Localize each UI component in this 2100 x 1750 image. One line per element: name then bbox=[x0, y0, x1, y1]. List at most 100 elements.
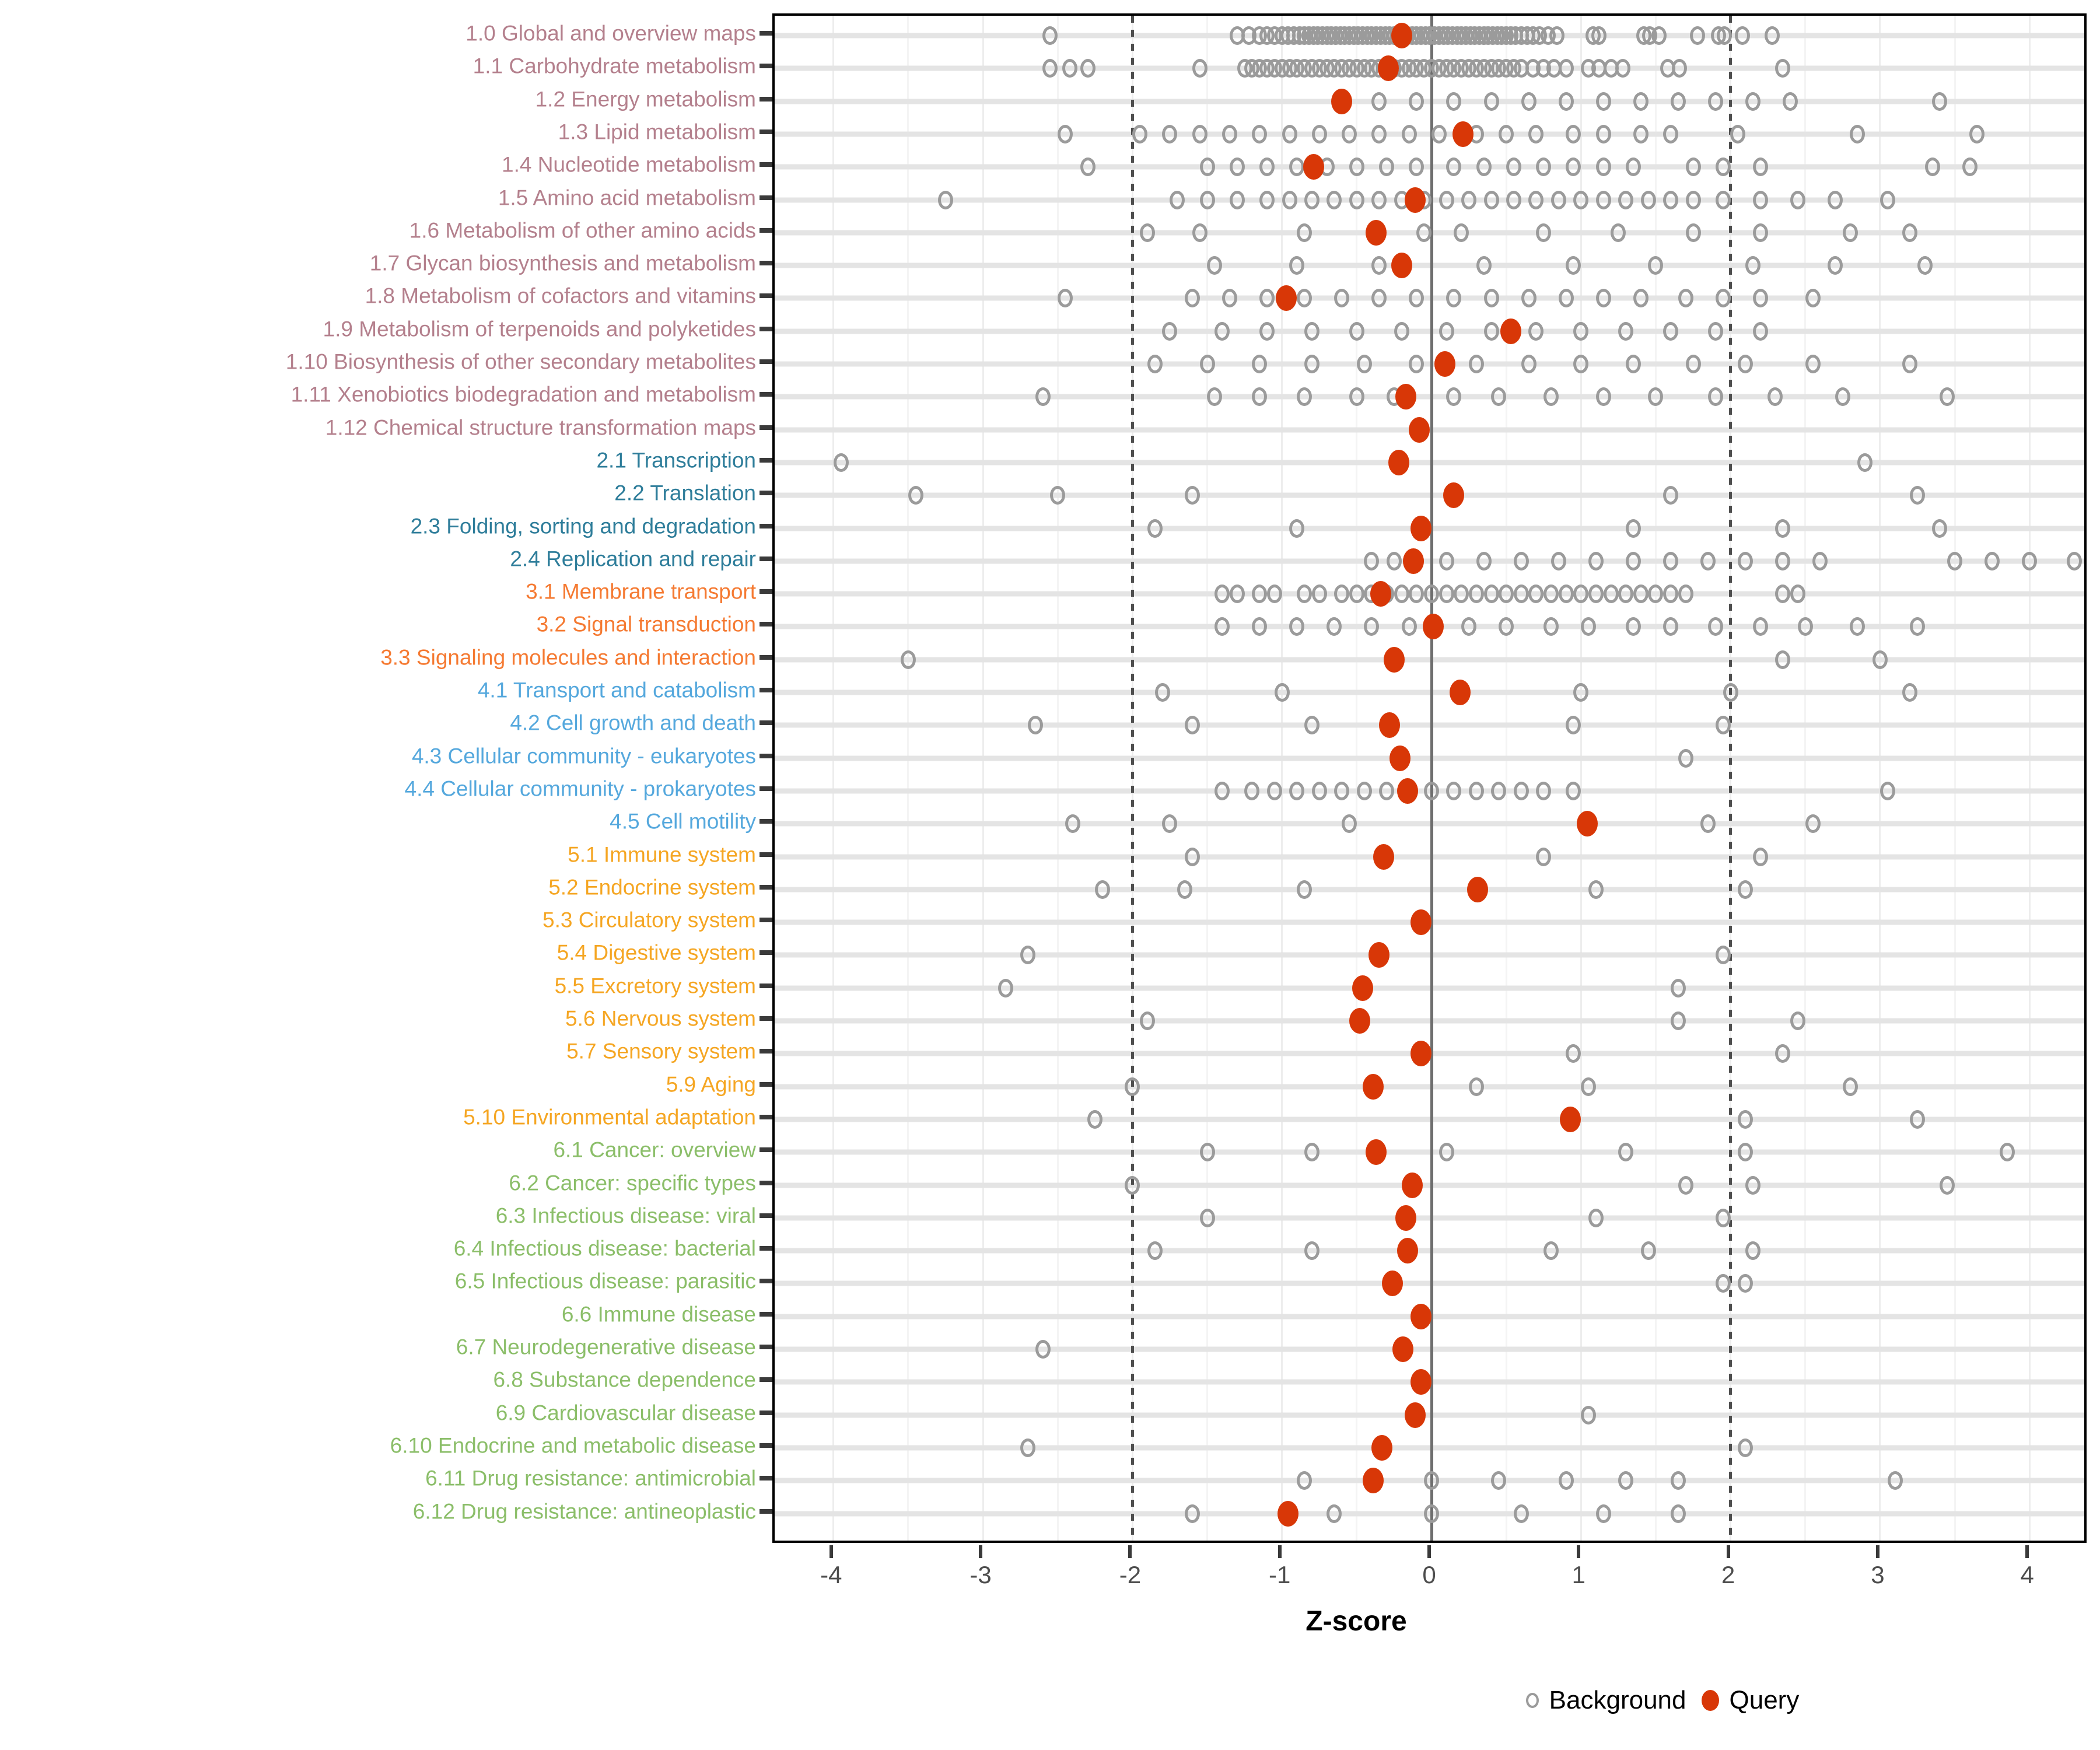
query-point[interactable] bbox=[1382, 1270, 1404, 1297]
y-axis-tick bbox=[760, 884, 772, 890]
query-point[interactable] bbox=[1368, 942, 1390, 968]
background-point bbox=[1633, 289, 1648, 308]
query-point[interactable] bbox=[1410, 1369, 1432, 1395]
x-axis-tick bbox=[2025, 1545, 2029, 1558]
query-point[interactable] bbox=[1560, 1106, 1581, 1132]
query-point[interactable] bbox=[1390, 745, 1411, 771]
y-axis-label: 2.4 Replication and repair bbox=[510, 547, 756, 571]
row-gridline bbox=[775, 295, 2084, 301]
y-axis-tick bbox=[760, 1279, 772, 1284]
query-point[interactable] bbox=[1395, 384, 1417, 410]
query-point[interactable] bbox=[1422, 614, 1444, 640]
background-point bbox=[1685, 158, 1701, 177]
query-point[interactable] bbox=[1410, 515, 1432, 541]
query-point[interactable] bbox=[1371, 1434, 1393, 1461]
row-gridline bbox=[775, 558, 2084, 564]
query-point[interactable] bbox=[1366, 1139, 1387, 1166]
query-point[interactable] bbox=[1391, 253, 1412, 279]
query-point[interactable] bbox=[1383, 646, 1405, 673]
background-point bbox=[1342, 124, 1357, 144]
query-point[interactable] bbox=[1396, 1238, 1418, 1264]
y-axis-label: 5.3 Circulatory system bbox=[542, 908, 756, 932]
y-axis-label: 6.11 Drug resistance: antimicrobial bbox=[425, 1466, 756, 1490]
query-point[interactable] bbox=[1409, 416, 1430, 443]
background-point bbox=[1663, 124, 1679, 144]
query-point[interactable] bbox=[1467, 876, 1489, 902]
query-point[interactable] bbox=[1277, 1500, 1298, 1527]
y-axis-label: 5.6 Nervous system bbox=[565, 1006, 756, 1031]
y-axis-label: 5.2 Endocrine system bbox=[548, 875, 756, 900]
background-point bbox=[1394, 321, 1409, 341]
query-point[interactable] bbox=[1410, 1303, 1432, 1329]
background-point bbox=[1707, 387, 1723, 407]
query-point[interactable] bbox=[1410, 909, 1432, 936]
background-point bbox=[1566, 716, 1581, 735]
y-axis-label: 1.2 Energy metabolism bbox=[535, 87, 756, 111]
background-point bbox=[1409, 92, 1424, 111]
x-gridline-minor bbox=[907, 16, 909, 1541]
plot-area bbox=[772, 13, 2087, 1543]
y-axis-tick bbox=[760, 1114, 772, 1119]
query-point[interactable] bbox=[1391, 23, 1412, 48]
query-point[interactable] bbox=[1349, 1008, 1370, 1034]
query-point[interactable] bbox=[1303, 154, 1324, 180]
background-point bbox=[1902, 355, 1918, 373]
query-point[interactable] bbox=[1452, 121, 1474, 147]
background-point bbox=[1349, 190, 1364, 209]
background-point bbox=[1595, 124, 1611, 144]
y-axis-label: 5.9 Aging bbox=[666, 1072, 756, 1097]
query-point[interactable] bbox=[1276, 285, 1297, 312]
background-point bbox=[1626, 617, 1641, 636]
query-point[interactable] bbox=[1449, 680, 1471, 705]
query-point[interactable] bbox=[1370, 581, 1391, 607]
legend-item-background[interactable]: Background bbox=[1525, 1686, 1686, 1715]
row-gridline bbox=[775, 1116, 2084, 1122]
y-axis-tick bbox=[760, 261, 772, 266]
query-point[interactable] bbox=[1392, 1336, 1414, 1362]
query-point[interactable] bbox=[1363, 1468, 1384, 1494]
y-axis-tick bbox=[760, 1311, 772, 1317]
query-point[interactable] bbox=[1404, 187, 1426, 213]
background-point bbox=[1289, 158, 1305, 177]
query-point[interactable] bbox=[1500, 318, 1521, 344]
query-point[interactable] bbox=[1331, 88, 1353, 114]
query-point[interactable] bbox=[1396, 778, 1418, 804]
query-point[interactable] bbox=[1443, 482, 1465, 509]
y-axis-label: 1.8 Metabolism of cofactors and vitamins bbox=[365, 284, 756, 308]
query-point[interactable] bbox=[1410, 1041, 1432, 1067]
y-axis-tick bbox=[760, 31, 772, 36]
legend-item-query[interactable]: Query bbox=[1701, 1686, 1799, 1715]
query-point[interactable] bbox=[1379, 712, 1401, 738]
query-point[interactable] bbox=[1404, 1402, 1426, 1428]
y-axis-tick bbox=[760, 1082, 772, 1087]
query-point[interactable] bbox=[1576, 811, 1598, 837]
query-point[interactable] bbox=[1403, 548, 1424, 574]
row-gridline bbox=[775, 952, 2084, 958]
background-point bbox=[1062, 59, 1077, 78]
query-point[interactable] bbox=[1434, 351, 1456, 377]
legend-label-background: Background bbox=[1549, 1686, 1686, 1714]
query-point[interactable] bbox=[1388, 449, 1409, 475]
query-point[interactable] bbox=[1366, 219, 1387, 246]
query-point[interactable] bbox=[1363, 1073, 1384, 1100]
query-point[interactable] bbox=[1401, 1172, 1423, 1198]
y-axis-label: 5.7 Sensory system bbox=[566, 1039, 756, 1063]
query-point[interactable] bbox=[1373, 844, 1394, 870]
background-circle-icon bbox=[1525, 1693, 1539, 1708]
query-point[interactable] bbox=[1395, 1205, 1417, 1231]
background-point bbox=[1715, 289, 1731, 308]
x-axis-tick-label: 3 bbox=[1871, 1561, 1885, 1588]
y-axis-label: 6.2 Cancer: specific types bbox=[509, 1171, 756, 1195]
background-point bbox=[1663, 190, 1679, 209]
background-point bbox=[1640, 1241, 1656, 1261]
background-point bbox=[1528, 190, 1544, 209]
y-axis-tick bbox=[760, 392, 772, 397]
background-point bbox=[1042, 59, 1058, 78]
background-point bbox=[1678, 1175, 1693, 1195]
background-point bbox=[1199, 1208, 1215, 1227]
background-point bbox=[1550, 551, 1566, 570]
background-point bbox=[1775, 59, 1791, 78]
query-point[interactable] bbox=[1352, 975, 1374, 1001]
y-axis-label: 4.1 Transport and catabolism bbox=[477, 678, 756, 702]
query-point[interactable] bbox=[1377, 55, 1399, 82]
